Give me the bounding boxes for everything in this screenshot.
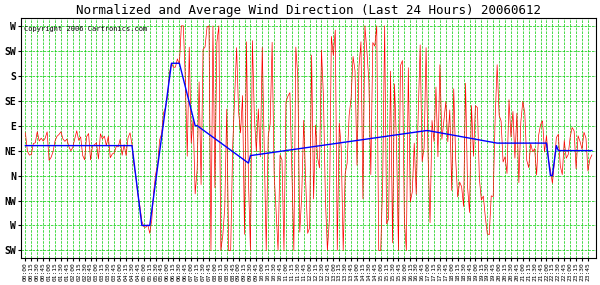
- Title: Normalized and Average Wind Direction (Last 24 Hours) 20060612: Normalized and Average Wind Direction (L…: [76, 4, 541, 17]
- Text: Copyright 2006 Cartronics.com: Copyright 2006 Cartronics.com: [25, 26, 148, 32]
